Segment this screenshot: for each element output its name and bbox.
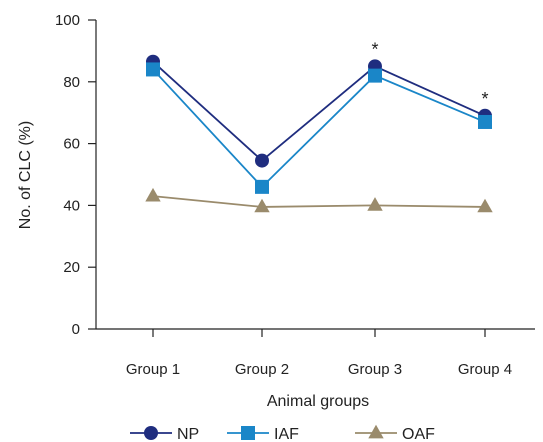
series-iaf xyxy=(146,62,492,194)
legend-label-np: NP xyxy=(177,426,199,442)
y-tick-label: 0 xyxy=(72,321,80,338)
significance-marker: * xyxy=(371,39,378,59)
legend-label-iaf: IAF xyxy=(274,426,299,442)
legend-item-oaf: OAF xyxy=(355,424,435,442)
data-point-np xyxy=(255,153,269,168)
x-ticks: Group 1 Group 2 Group 3 Group 4 xyxy=(126,329,512,378)
legend: NP IAF OAF xyxy=(130,424,435,442)
annotation-layer: ** xyxy=(371,39,488,108)
data-point-oaf xyxy=(254,198,270,213)
data-point-iaf xyxy=(146,62,160,77)
y-tick-label: 100 xyxy=(55,12,80,29)
data-point-oaf xyxy=(367,197,383,211)
data-point-iaf xyxy=(478,114,492,129)
y-tick-label: 20 xyxy=(63,259,80,276)
legend-marker-oaf xyxy=(368,424,384,439)
data-point-iaf xyxy=(255,179,269,194)
data-point-oaf xyxy=(145,187,161,202)
series-line-iaf xyxy=(152,68,486,189)
x-tick-label: Group 4 xyxy=(458,361,512,378)
data-point-iaf xyxy=(368,68,382,83)
y-axis-title: No. of CLC (%) xyxy=(17,121,34,229)
data-point-oaf xyxy=(477,198,493,213)
x-tick-label: Group 3 xyxy=(348,361,402,378)
x-tick-label: Group 1 xyxy=(126,361,180,378)
legend-label-oaf: OAF xyxy=(402,426,435,442)
legend-marker-iaf xyxy=(241,426,255,440)
series-line-np xyxy=(152,61,486,162)
y-tick-label: 80 xyxy=(63,74,80,91)
series-np xyxy=(146,54,492,168)
series-line-oaf xyxy=(152,195,486,208)
y-ticks: 0 20 40 60 80 100 xyxy=(55,12,96,338)
x-axis-title: Animal groups xyxy=(267,393,369,410)
x-tick-label: Group 2 xyxy=(235,361,289,378)
legend-item-iaf: IAF xyxy=(227,426,299,442)
legend-marker-np xyxy=(144,426,158,440)
legend-item-np: NP xyxy=(130,426,199,442)
series-oaf xyxy=(145,187,493,213)
y-tick-label: 60 xyxy=(63,136,80,153)
significance-marker: * xyxy=(481,89,488,109)
series-layer xyxy=(145,54,493,213)
y-tick-label: 40 xyxy=(63,197,80,214)
